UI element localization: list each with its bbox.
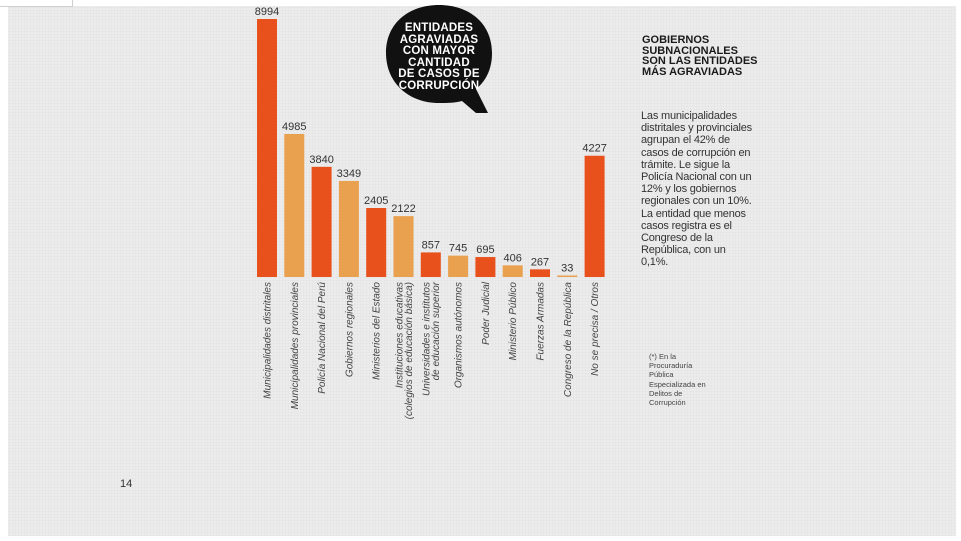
category-label: No se precisa / Otros [590, 282, 601, 376]
category-label: Congreso de la República [563, 282, 574, 398]
bar-value-label: 406 [504, 252, 522, 264]
chart-title-line: AGRAVIADAS [399, 33, 479, 46]
bar-value-label: 4985 [282, 121, 306, 133]
sidebar-body: Las municipalidades distritales y provin… [641, 110, 752, 269]
bar-value-label: 2122 [391, 203, 415, 215]
bar [475, 257, 496, 277]
chart-category-labels: Municipalidades distritales Municipalidad… [263, 281, 602, 419]
category-label: Policía Nacional del Perú [317, 282, 328, 394]
category-label-line: Congreso de la República [563, 282, 574, 398]
bar [420, 252, 441, 277]
category-label: Poder Judicial [481, 281, 492, 345]
bar-value-label: 3349 [337, 168, 361, 180]
bar-value-label: 267 [531, 256, 549, 268]
bar [284, 134, 305, 277]
bar [557, 275, 578, 277]
bar-value-label: 695 [476, 244, 494, 256]
category-label: Fuerzas Armadas [536, 282, 547, 361]
category-label-line: Ministerios del Estado [372, 282, 383, 380]
category-label-line: Organismos autónomos [454, 282, 465, 388]
chart-title-line: CORRUPCIÓN [398, 79, 480, 92]
bar [366, 208, 387, 277]
category-label-line: (colegios de educación básica) [404, 282, 415, 419]
category-label-line: No se precisa / Otros [590, 282, 601, 376]
category-label-line: Universidades e institutos [422, 282, 433, 396]
bar [502, 265, 523, 277]
footnote: (*) En la Procuraduría Pública Especiali… [649, 352, 706, 408]
sidebar-title: GOBIERNOS SUBNACIONALES SON LAS ENTIDADE… [642, 34, 758, 78]
category-label: Municipalidades provinciales [290, 282, 301, 409]
page-number: 14 [120, 478, 133, 490]
chart-title: ENTIDADES AGRAVIADAS CON MAYOR CANTIDAD DE C… [384, 22, 494, 92]
speech-bubble [386, 5, 492, 113]
bar [530, 269, 550, 277]
category-label: Municipalidades distritales [263, 282, 274, 399]
category-label-line: Gobiernos regionales [344, 282, 355, 377]
category-label-line: Instituciones educativas [394, 282, 405, 388]
category-label-line: Policía Nacional del Perú [317, 282, 328, 394]
bar-value-label: 4227 [582, 143, 606, 155]
bar-value-label: 8994 [255, 6, 279, 18]
category-label-line: Fuerzas Armadas [536, 282, 547, 361]
chart-title-line: DE CASOS DE [398, 68, 480, 80]
category-label: Organismos autónomos [454, 282, 465, 388]
category-label-line: Ministerio Público [508, 282, 519, 361]
bar [257, 19, 277, 277]
top-edge-divider [0, 0, 73, 7]
category-label: Instituciones educativas(colegios de edu… [394, 282, 415, 419]
category-label-line: Municipalidades provinciales [290, 282, 301, 409]
bar [393, 216, 414, 277]
chart-title-line: CON MAYOR [402, 45, 476, 57]
bar-value-label: 2405 [364, 195, 388, 207]
chart-title-line: ENTIDADES [404, 22, 474, 34]
bar-value-label: 3840 [309, 154, 333, 166]
bar-value-label: 857 [422, 239, 440, 251]
category-label: Ministerio Público [508, 282, 519, 361]
bar [448, 255, 469, 277]
category-label: Ministerios del Estado [372, 282, 383, 380]
bar-value-label: 33 [561, 263, 573, 275]
bar-value-label: 745 [449, 243, 467, 255]
chart-bars [257, 19, 605, 277]
category-label-line: Municipalidades distritales [263, 282, 274, 399]
category-label-line: de educación superior [431, 281, 442, 380]
category-label: Gobiernos regionales [344, 282, 355, 377]
category-label-line: Poder Judicial [481, 281, 492, 345]
bar [311, 166, 332, 277]
bar [338, 180, 359, 277]
chart-title-line: CANTIDAD [408, 56, 470, 69]
bar [584, 155, 605, 277]
